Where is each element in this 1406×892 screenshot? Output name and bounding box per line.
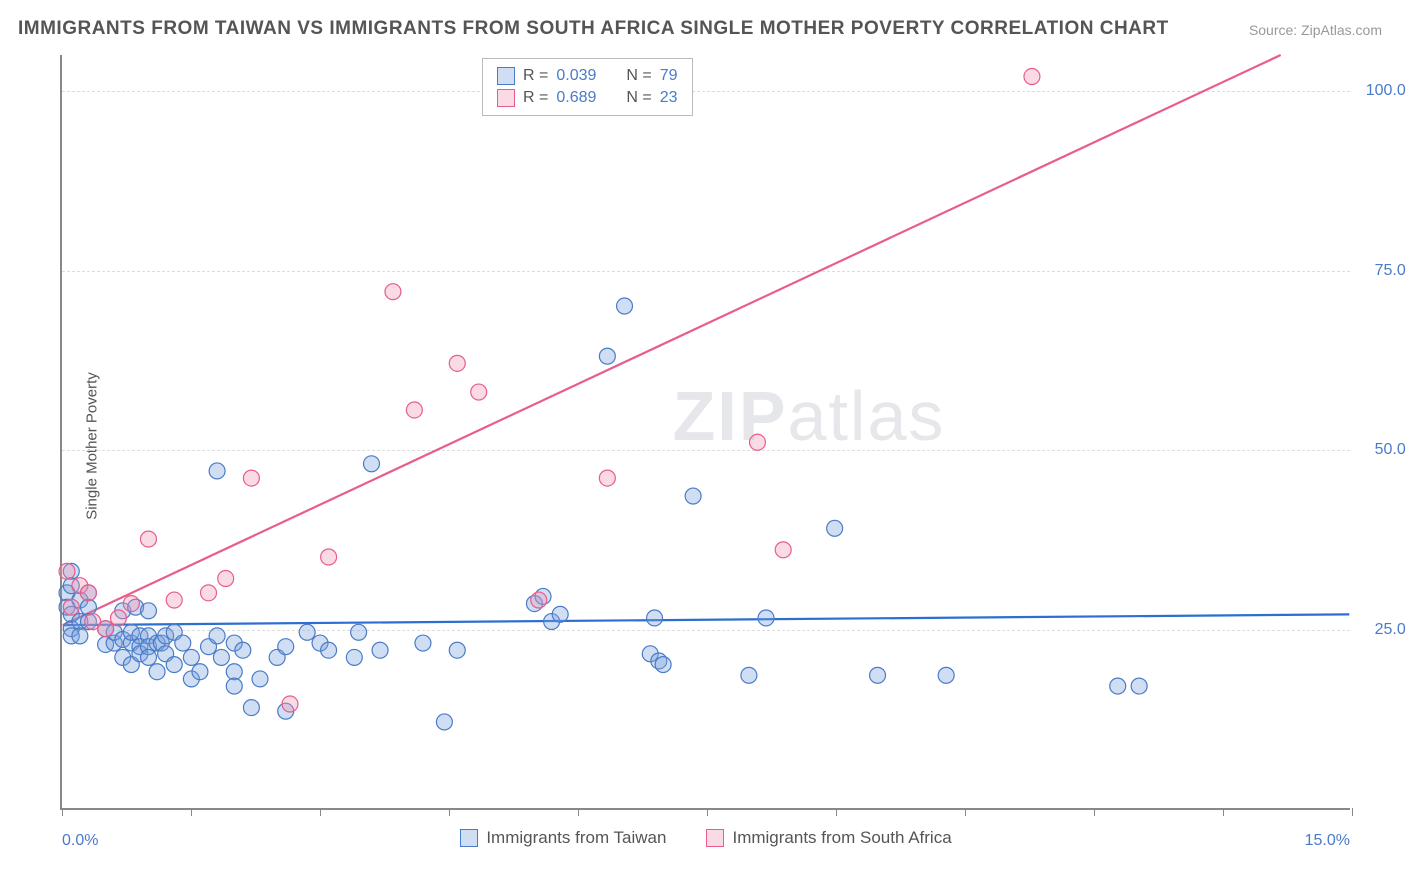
x-tick	[965, 808, 966, 816]
plot-area: ZIPatlas 25.0%50.0%75.0%100.0% R = 0.039…	[60, 55, 1350, 810]
n-value: 23	[660, 89, 678, 107]
r-value: 0.039	[556, 67, 596, 85]
legend-stats-row: R = 0.039 N = 79	[497, 65, 678, 87]
legend-label: Immigrants from Taiwan	[486, 828, 666, 848]
legend-label: Immigrants from South Africa	[732, 828, 951, 848]
legend-item: Immigrants from Taiwan	[460, 828, 666, 848]
x-tick	[836, 808, 837, 816]
source-label: Source: ZipAtlas.com	[1249, 22, 1382, 38]
r-value: 0.689	[556, 89, 596, 107]
x-tick-label: 0.0%	[62, 832, 98, 850]
n-value: 79	[660, 67, 678, 85]
x-tick	[1223, 808, 1224, 816]
y-tick-label: 50.0%	[1375, 441, 1406, 459]
x-tick	[62, 808, 63, 816]
y-tick-label: 100.0%	[1366, 82, 1406, 100]
legend-item: Immigrants from South Africa	[706, 828, 951, 848]
y-tick-label: 25.0%	[1375, 621, 1406, 639]
x-tick	[191, 808, 192, 816]
x-tick	[1094, 808, 1095, 816]
legend-stats: R = 0.039 N = 79 R = 0.689 N = 23	[482, 58, 693, 116]
n-label: N =	[626, 67, 651, 85]
legend-bottom: Immigrants from Taiwan Immigrants from S…	[62, 828, 1350, 848]
y-tick-label: 75.0%	[1375, 262, 1406, 280]
x-tick	[578, 808, 579, 816]
swatch-icon	[497, 67, 515, 85]
legend-stats-row: R = 0.689 N = 23	[497, 87, 678, 109]
swatch-icon	[706, 829, 724, 847]
x-tick	[707, 808, 708, 816]
swatch-icon	[460, 829, 478, 847]
n-label: N =	[626, 89, 651, 107]
swatch-icon	[497, 89, 515, 107]
x-tick	[1352, 808, 1353, 816]
chart-title: IMMIGRANTS FROM TAIWAN VS IMMIGRANTS FRO…	[18, 18, 1169, 40]
x-tick	[320, 808, 321, 816]
scatter-svg	[62, 55, 1350, 808]
x-tick-label: 15.0%	[1305, 832, 1350, 850]
x-tick	[449, 808, 450, 816]
r-label: R =	[523, 67, 548, 85]
r-label: R =	[523, 89, 548, 107]
